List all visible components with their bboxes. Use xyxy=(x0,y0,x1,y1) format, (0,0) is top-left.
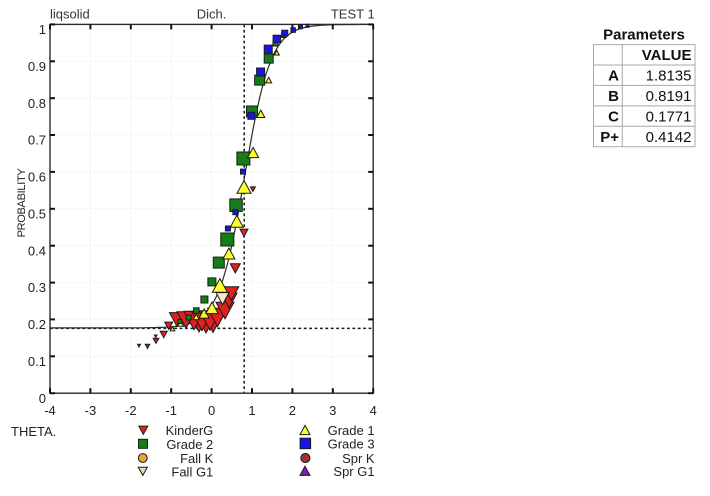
svg-text:3: 3 xyxy=(329,403,336,418)
svg-text:TEST 1: TEST 1 xyxy=(331,7,375,22)
svg-text:0.1: 0.1 xyxy=(28,354,46,369)
svg-text:KinderG: KinderG xyxy=(166,423,214,438)
svg-text:PROBABILITY: PROBABILITY xyxy=(16,168,28,238)
svg-text:0.8: 0.8 xyxy=(28,96,46,111)
svg-text:-4: -4 xyxy=(44,403,56,418)
svg-text:0.1771: 0.1771 xyxy=(646,108,692,125)
svg-text:4: 4 xyxy=(370,403,377,418)
svg-text:B: B xyxy=(608,88,619,105)
svg-text:0.7: 0.7 xyxy=(28,133,46,148)
svg-text:0: 0 xyxy=(208,403,215,418)
svg-text:Dich.: Dich. xyxy=(197,7,227,22)
svg-text:Grade 2: Grade 2 xyxy=(166,437,213,452)
svg-text:0.8191: 0.8191 xyxy=(646,88,692,105)
svg-text:0.2: 0.2 xyxy=(28,317,46,332)
svg-text:Grade 1: Grade 1 xyxy=(328,423,375,438)
svg-text:0.3: 0.3 xyxy=(28,280,46,295)
svg-text:THETA.: THETA. xyxy=(11,424,56,439)
svg-text:-1: -1 xyxy=(165,403,177,418)
svg-text:1: 1 xyxy=(248,403,255,418)
svg-text:-2: -2 xyxy=(125,403,137,418)
svg-text:Parameters: Parameters xyxy=(603,27,685,44)
svg-text:C: C xyxy=(608,108,619,125)
svg-text:0.9: 0.9 xyxy=(28,59,46,74)
svg-text:2: 2 xyxy=(289,403,296,418)
svg-text:0.4142: 0.4142 xyxy=(646,129,692,146)
svg-text:0.6: 0.6 xyxy=(28,170,46,185)
svg-text:Fall K: Fall K xyxy=(180,451,214,466)
svg-text:A: A xyxy=(608,68,619,85)
svg-text:Spr K: Spr K xyxy=(342,451,375,466)
svg-text:Grade 3: Grade 3 xyxy=(328,437,375,452)
svg-text:liqsolid: liqsolid xyxy=(50,7,90,22)
svg-text:1: 1 xyxy=(39,22,46,37)
svg-text:P+: P+ xyxy=(600,129,619,146)
svg-text:0: 0 xyxy=(39,391,46,406)
svg-text:1.8135: 1.8135 xyxy=(646,68,692,85)
svg-text:VALUE: VALUE xyxy=(642,47,692,64)
svg-text:0.5: 0.5 xyxy=(28,206,46,221)
svg-text:0.4: 0.4 xyxy=(28,243,46,258)
svg-text:Fall G1: Fall G1 xyxy=(171,464,213,479)
svg-text:Spr G1: Spr G1 xyxy=(333,464,374,479)
svg-text:-3: -3 xyxy=(85,403,97,418)
